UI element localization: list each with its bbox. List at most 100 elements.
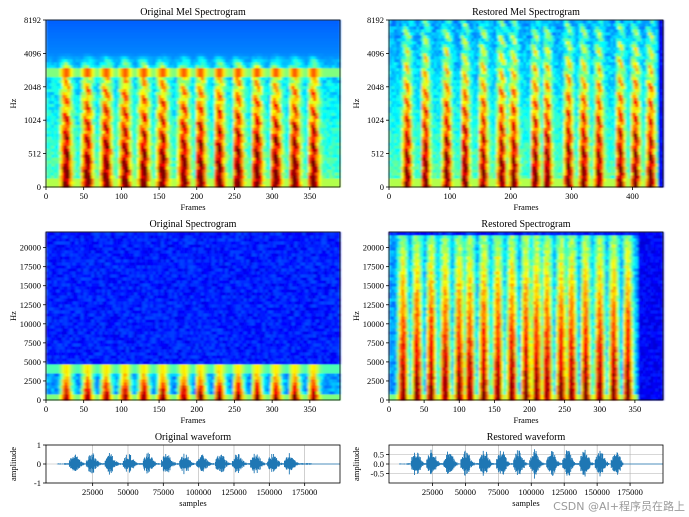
heatmap-cell	[144, 115, 149, 119]
heatmap-cell	[227, 34, 231, 39]
heatmap-cell	[214, 82, 218, 87]
heatmap-cell	[88, 46, 92, 51]
heatmap-cell	[128, 151, 133, 155]
heatmap-cell	[209, 118, 213, 122]
heatmap-cell	[163, 28, 167, 33]
heatmap-cell	[155, 70, 159, 75]
heatmap-cell	[91, 79, 95, 84]
heatmap-cell	[198, 82, 202, 87]
heatmap-cell	[78, 106, 82, 110]
heatmap-cell	[115, 46, 119, 51]
heatmap-cell	[187, 181, 191, 185]
heatmap-cell	[171, 127, 175, 131]
heatmap-cell	[112, 64, 116, 69]
heatmap-cell	[176, 157, 181, 161]
heatmap-cell	[134, 22, 138, 27]
heatmap-cell	[56, 124, 60, 128]
heatmap-cell	[201, 97, 205, 102]
heatmap-cell	[144, 184, 149, 188]
heatmap-cell	[147, 79, 151, 84]
heatmap-cell	[168, 55, 173, 60]
heatmap-cell	[166, 37, 170, 42]
heatmap-cell	[150, 169, 154, 173]
heatmap-cell	[227, 97, 231, 102]
heatmap-cell	[64, 22, 68, 27]
heatmap-cell	[182, 148, 186, 152]
heatmap-cell	[195, 154, 199, 158]
heatmap-cell	[219, 154, 223, 158]
heatmap-cell	[160, 94, 165, 99]
heatmap-cell	[160, 85, 165, 90]
heatmap-cell	[134, 133, 138, 137]
heatmap-cell	[225, 67, 229, 72]
heatmap-cell	[72, 181, 76, 185]
heatmap-cell	[155, 58, 159, 63]
heatmap-cell	[96, 178, 100, 182]
heatmap-cell	[134, 157, 138, 161]
heatmap-cell	[222, 55, 226, 60]
heatmap-cell	[176, 124, 181, 128]
heatmap-cell	[126, 145, 130, 149]
heatmap-cell	[118, 133, 122, 137]
heatmap-cell	[70, 127, 74, 131]
heatmap-cell	[179, 103, 183, 107]
heatmap-cell	[80, 145, 84, 149]
heatmap-cell	[160, 136, 165, 140]
heatmap-cell	[142, 142, 146, 146]
heatmap-cell	[46, 85, 50, 90]
heatmap-cell	[46, 49, 50, 54]
heatmap-cell	[193, 79, 197, 84]
heatmap-cell	[190, 82, 194, 87]
heatmap-cell	[67, 46, 71, 51]
heatmap-cell	[219, 181, 223, 185]
heatmap-cell	[94, 163, 98, 167]
heatmap-cell	[126, 130, 130, 134]
heatmap-cell	[123, 64, 127, 69]
heatmap-cell	[83, 52, 87, 57]
heatmap-cell	[214, 25, 218, 30]
heatmap-cell	[225, 31, 229, 36]
heatmap-cell	[88, 67, 92, 72]
heatmap-cell	[217, 118, 221, 122]
heatmap-cell	[115, 181, 119, 185]
heatmap-cell	[222, 73, 226, 78]
heatmap-cell	[112, 175, 116, 179]
heatmap-cell	[46, 145, 50, 149]
heatmap-cell	[176, 25, 181, 30]
heatmap-cell	[83, 154, 87, 158]
heatmap-cell	[166, 115, 170, 119]
heatmap-cell	[187, 106, 191, 110]
heatmap-cell	[184, 91, 189, 96]
heatmap-cell	[152, 157, 157, 161]
heatmap-cell	[112, 55, 116, 60]
heatmap-cell	[230, 52, 234, 57]
heatmap-cell	[147, 64, 151, 69]
heatmap-cell	[88, 94, 92, 99]
heatmap-cell	[78, 127, 82, 131]
heatmap-cell	[193, 178, 197, 182]
heatmap-cell	[179, 184, 183, 188]
heatmap-cell	[88, 103, 92, 107]
heatmap-cell	[120, 61, 125, 66]
heatmap-cell	[195, 94, 199, 99]
heatmap-cell	[56, 31, 60, 36]
heatmap-cell	[78, 103, 82, 107]
heatmap-cell	[190, 130, 194, 134]
heatmap-cell	[59, 52, 63, 57]
heatmap-cell	[211, 160, 215, 164]
heatmap-cell	[168, 106, 173, 110]
heatmap-cell	[54, 100, 58, 104]
heatmap-cell	[94, 136, 98, 140]
heatmap-cell	[144, 139, 149, 143]
heatmap-cell	[96, 160, 100, 164]
heatmap-cell	[59, 58, 63, 63]
heatmap-cell	[225, 115, 229, 119]
heatmap-cell	[152, 22, 157, 27]
heatmap-cell	[48, 28, 52, 33]
heatmap-cell	[46, 43, 50, 48]
heatmap-cell	[80, 46, 84, 51]
heatmap-cell	[96, 181, 100, 185]
heatmap-cell	[211, 181, 215, 185]
heatmap-cell	[211, 142, 215, 146]
heatmap-cell	[94, 55, 98, 60]
